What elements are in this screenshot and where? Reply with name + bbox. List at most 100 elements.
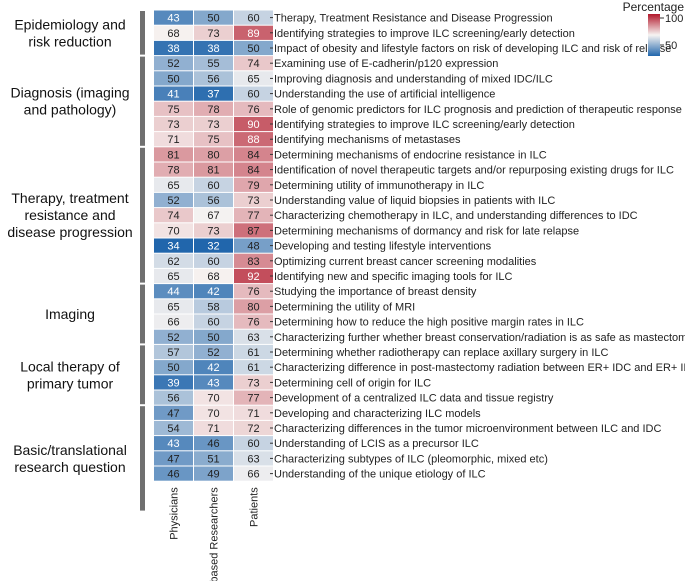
heatmap-cell (154, 405, 193, 420)
cell-value: 73 (207, 119, 219, 131)
group-label: Imaging (45, 306, 95, 322)
group-bar (140, 345, 145, 405)
heatmap-cell (194, 162, 233, 177)
cell-value: 61 (247, 347, 259, 359)
heatmap-cell (194, 56, 233, 71)
cell-value: 52 (207, 347, 219, 359)
heatmap-cell (234, 116, 273, 132)
row-label: Identifying mechanisms of metastases (274, 134, 461, 146)
heatmap-cell (194, 344, 233, 360)
cell-value: 78 (207, 104, 219, 116)
heatmap-cell (154, 208, 193, 223)
heatmap-cell (194, 223, 233, 238)
group-label: Local therapy of (20, 358, 120, 374)
cell-value: 70 (207, 393, 219, 405)
cell-value: 43 (207, 377, 219, 389)
row-label: Improving diagnosis and understanding of… (274, 73, 553, 85)
cell-value: 50 (207, 13, 219, 25)
cell-value: 49 (207, 469, 219, 481)
cell-value: 42 (207, 362, 219, 374)
heatmap-cell (234, 177, 273, 192)
cell-value: 73 (207, 28, 219, 40)
group-bar (140, 406, 145, 511)
heatmap-cell (234, 344, 273, 360)
cell-value: 43 (167, 13, 179, 25)
group-label: research question (14, 459, 125, 475)
cell-value: 37 (207, 89, 219, 101)
heatmap-cell (194, 314, 233, 329)
heatmap-cell (194, 40, 233, 56)
group-label: Basic/translational (13, 442, 127, 458)
row-label: Determining mechanisms of dormancy and r… (274, 225, 579, 237)
legend-colorbar (648, 14, 660, 56)
cell-value: 38 (207, 43, 219, 55)
column-label: Patients (249, 487, 261, 527)
cell-value: 38 (167, 43, 179, 55)
cell-value: 65 (247, 73, 259, 85)
row-label: Understanding of LCIS as a precursor ILC (274, 438, 479, 450)
heatmap-cell (154, 375, 193, 390)
cell-value: 52 (167, 332, 179, 344)
heatmap-cell (234, 40, 273, 56)
cell-value: 70 (167, 225, 179, 237)
group-bars (140, 11, 145, 511)
group-bar (140, 11, 145, 55)
heatmap-cell (194, 71, 233, 86)
cell-value: 50 (167, 362, 179, 374)
heatmap-cell (154, 238, 193, 253)
cell-value: 61 (247, 362, 259, 374)
heatmap-cell (194, 268, 233, 284)
heatmap-cell (234, 405, 273, 420)
cell-value: 84 (247, 165, 259, 177)
cell-value: 63 (247, 332, 259, 344)
cell-value: 48 (247, 241, 259, 253)
heatmap-cell (194, 420, 233, 436)
cell-value: 60 (247, 89, 259, 101)
heatmap-cell (234, 253, 273, 268)
group-bar (140, 147, 145, 283)
row-label: Therapy, Treatment Resistance and Diseas… (274, 13, 553, 25)
cell-value: 65 (167, 301, 179, 313)
cell-value: 51 (207, 453, 219, 465)
heatmap-cell (154, 177, 193, 192)
cell-value: 87 (247, 225, 259, 237)
cell-value: 52 (167, 195, 179, 207)
group-label: primary tumor (27, 375, 114, 391)
group-label: risk reduction (28, 33, 111, 49)
heatmap-cell (234, 132, 273, 147)
cell-value: 71 (167, 134, 179, 146)
cell-value: 43 (167, 438, 179, 450)
heatmap-cell (234, 208, 273, 223)
heatmap-cell (154, 420, 193, 436)
group-label: Epidemiology and (14, 16, 125, 32)
cell-value: 41 (167, 89, 179, 101)
cell-value: 60 (247, 13, 259, 25)
heatmap-cell (154, 116, 193, 132)
heatmap-cell (194, 390, 233, 405)
heatmap-cell (154, 299, 193, 314)
cell-value: 76 (247, 286, 259, 298)
cell-value: 39 (167, 377, 179, 389)
cell-value: 63 (247, 453, 259, 465)
cell-value: 50 (247, 43, 259, 55)
heatmap-cell (234, 71, 273, 86)
heatmap-cell (154, 25, 193, 40)
heatmap-cell (154, 147, 193, 162)
heatmap-cell (194, 238, 233, 253)
heatmap-cell (234, 466, 273, 481)
group-label: and pathology) (24, 102, 117, 118)
legend-tick-high: 100 (665, 13, 683, 25)
row-label: Understanding of the unique etiology of … (274, 469, 486, 481)
cell-value: 65 (167, 180, 179, 192)
heatmap-cell (194, 360, 233, 375)
row-label: Characterizing difference in post-mastec… (274, 362, 685, 374)
cell-value: 73 (167, 119, 179, 131)
cell-value: 83 (247, 256, 259, 268)
row-label: Characterizing further whether breast co… (274, 332, 685, 344)
heatmap-cell (194, 436, 233, 451)
cell-value: 79 (247, 180, 259, 192)
row-label: Determining whether radiotherapy can rep… (274, 347, 608, 359)
heatmap-cell (154, 268, 193, 284)
column-label: Physicians (169, 487, 181, 540)
